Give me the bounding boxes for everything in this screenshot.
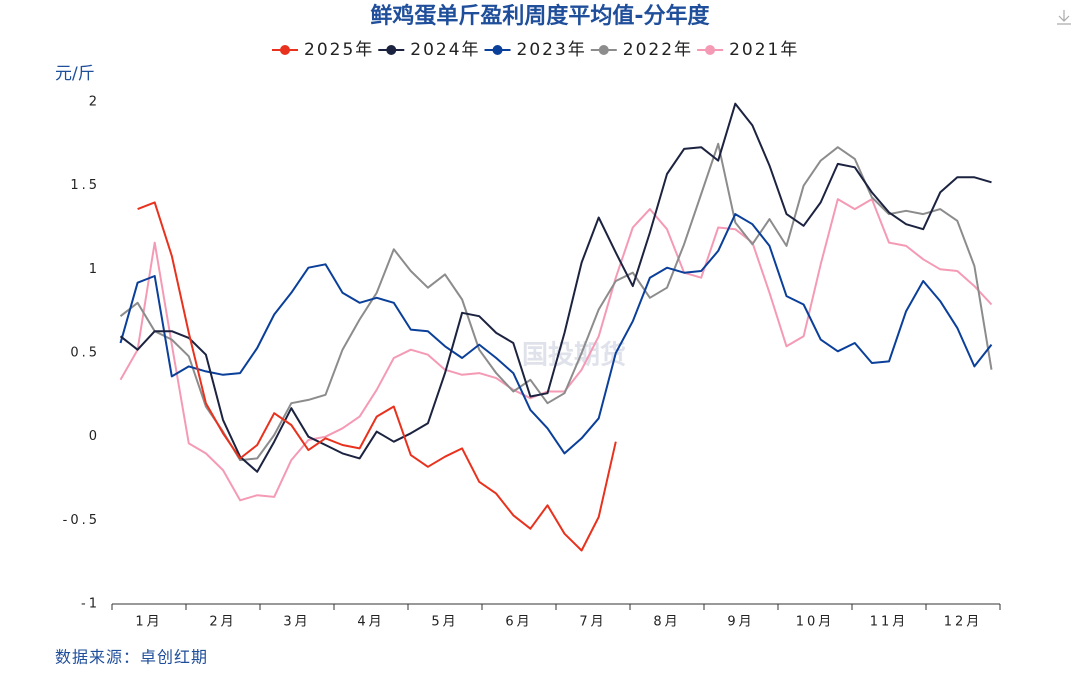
y-tick-label: 1 xyxy=(89,262,100,277)
legend-marker xyxy=(492,45,503,55)
legend-label: 2021年 xyxy=(729,40,799,60)
y-tick-label: 0.5 xyxy=(70,346,100,361)
legend-marker xyxy=(280,45,290,55)
y-tick-label: 1.5 xyxy=(70,178,100,193)
y-tick-label: -0.5 xyxy=(63,513,100,528)
y-tick-label: -1 xyxy=(81,597,100,612)
x-tick-label: 2月 xyxy=(209,615,236,630)
legend-label: 2022年 xyxy=(623,40,693,60)
legend-label: 2025年 xyxy=(304,40,374,60)
x-tick-label: 3月 xyxy=(283,615,310,630)
legend-marker xyxy=(705,45,716,55)
legend-label: 2024年 xyxy=(410,40,480,60)
source-note: 数据来源：卓创红期 xyxy=(55,648,208,667)
x-tick-label: 8月 xyxy=(653,615,680,630)
x-tick-label: 1月 xyxy=(135,615,162,630)
chart-title: 鲜鸡蛋单斤盈利周度平均值-分年度 xyxy=(370,3,710,29)
x-tick-label: 7月 xyxy=(579,615,606,630)
x-tick-label: 9月 xyxy=(727,615,754,630)
x-tick-label: 11月 xyxy=(870,615,909,630)
series-line xyxy=(119,142,993,462)
x-tick-label: 5月 xyxy=(431,615,458,630)
series-line xyxy=(119,213,993,455)
legend-label: 2023年 xyxy=(517,40,587,60)
watermark: 国投期货 xyxy=(522,340,626,371)
x-tick-label: 10月 xyxy=(796,615,835,630)
y-tick-label: 0 xyxy=(89,429,100,444)
x-tick-label: 6月 xyxy=(505,615,532,630)
legend: 2025年 2024年 2023年 2022年 2021年 xyxy=(272,40,799,60)
x-tick-label: 12月 xyxy=(944,615,983,630)
series-line xyxy=(137,201,617,552)
series-line xyxy=(119,198,993,502)
series-line xyxy=(119,102,992,473)
download-icon[interactable] xyxy=(1057,10,1071,25)
y-tick-label: 2 xyxy=(89,95,100,110)
legend-marker xyxy=(598,45,609,55)
download-glyph[interactable] xyxy=(1057,10,1071,25)
legend-marker xyxy=(386,45,397,55)
x-tick-label: 4月 xyxy=(357,615,384,630)
y-axis-label: 元/斤 xyxy=(55,64,95,84)
